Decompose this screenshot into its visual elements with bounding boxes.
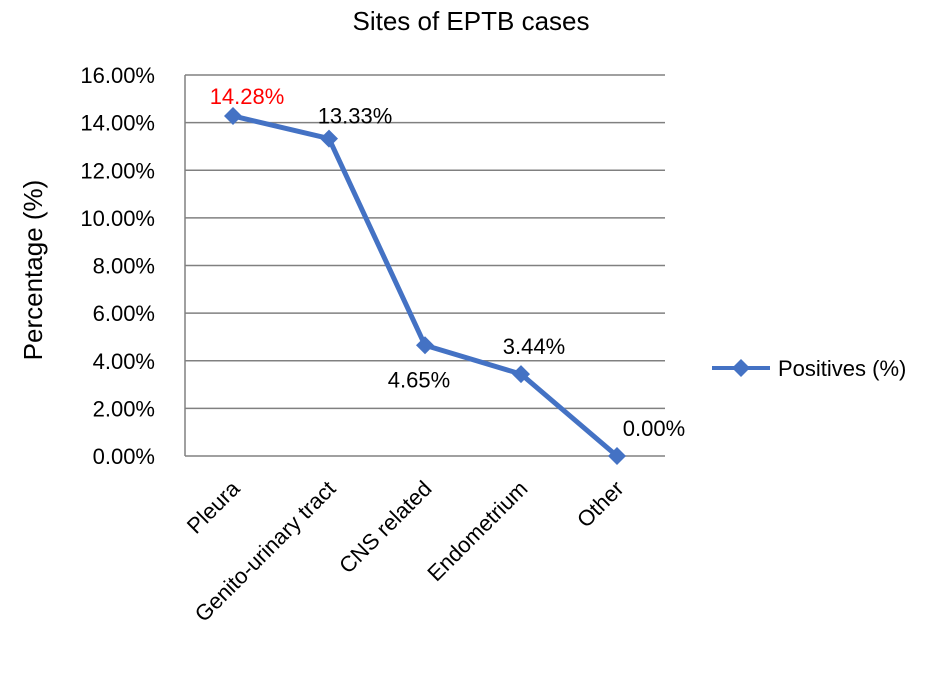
- y-tick-label: 12.00%: [80, 158, 155, 183]
- data-point-marker: [224, 106, 242, 125]
- x-category-label: CNS related: [334, 476, 436, 578]
- y-tick-label: 4.00%: [93, 349, 155, 374]
- y-tick-label: 10.00%: [80, 206, 155, 231]
- y-tick-label: 2.00%: [93, 396, 155, 421]
- data-point-marker: [512, 365, 530, 384]
- data-label: 13.33%: [318, 104, 393, 129]
- y-axis-ticks: 0.00% 2.00% 4.00% 6.00% 8.00% 10.00% 12.00% 14.…: [80, 63, 155, 469]
- legend-label: Positives (%): [778, 356, 906, 381]
- y-tick-label: 0.00%: [93, 444, 155, 469]
- data-point-marker: [320, 129, 338, 148]
- data-label: 4.65%: [388, 367, 450, 392]
- gridlines: [184, 74, 665, 457]
- y-axis-label: Percentage (%): [18, 180, 48, 361]
- y-tick-label: 8.00%: [93, 254, 155, 279]
- series-line: [232, 113, 619, 458]
- x-category-label: Endometrium: [422, 476, 532, 586]
- legend: Positives (%): [712, 356, 906, 381]
- series-positives: [224, 106, 626, 465]
- data-labels: 14.28% 13.33% 4.65% 3.44% 0.00%: [210, 84, 686, 441]
- data-point-marker: [608, 447, 626, 465]
- x-category-label: Other: [572, 476, 629, 533]
- x-category-label: Pleura: [182, 475, 245, 538]
- y-tick-label: 14.00%: [80, 111, 155, 136]
- data-label: 0.00%: [623, 416, 685, 441]
- chart-title: Sites of EPTB cases: [353, 6, 590, 36]
- y-tick-label: 6.00%: [93, 301, 155, 326]
- data-label: 3.44%: [503, 334, 565, 359]
- data-label: 14.28%: [210, 84, 285, 109]
- y-tick-label: 16.00%: [80, 63, 155, 88]
- data-point-marker: [416, 336, 434, 355]
- legend-marker: [732, 359, 750, 377]
